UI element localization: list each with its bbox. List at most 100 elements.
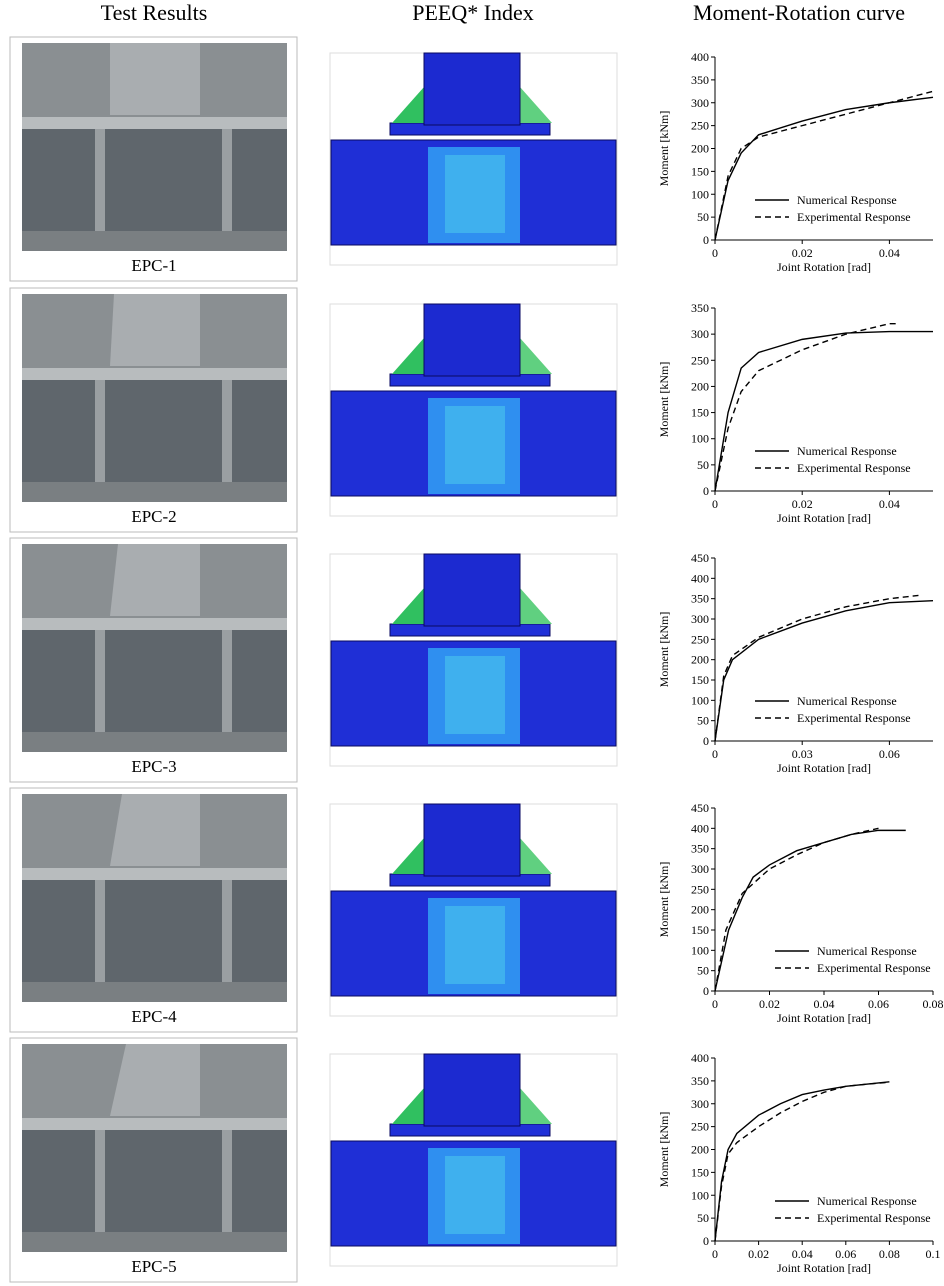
y-tick-label: 250: [691, 119, 709, 133]
x-axis-label: Joint Rotation [rad]: [777, 1261, 871, 1275]
photo-caption: EPC-4: [131, 1007, 177, 1026]
x-tick-label: 0.04: [879, 497, 900, 511]
photo: [22, 544, 287, 752]
column-header: PEEQ* Index: [412, 0, 534, 25]
photo: [22, 794, 287, 1002]
y-tick-label: 50: [697, 964, 709, 978]
y-tick-label: 200: [691, 379, 709, 393]
y-tick-label: 350: [691, 301, 709, 315]
fe-column: [424, 53, 520, 125]
y-tick-label: 0: [703, 484, 709, 498]
photo-column: [110, 43, 200, 115]
x-tick-label: 0.04: [814, 997, 835, 1011]
photo: [22, 294, 287, 502]
photo-plate: [22, 868, 287, 880]
legend-label: Experimental Response: [817, 961, 931, 975]
fe-model: [330, 554, 617, 766]
fe-panel-core: [445, 155, 505, 233]
y-tick-label: 150: [691, 1165, 709, 1179]
fe-column: [424, 804, 520, 876]
y-tick-label: 200: [691, 903, 709, 917]
legend-label: Numerical Response: [797, 694, 897, 708]
y-tick-label: 0: [703, 734, 709, 748]
column-header: Moment-Rotation curve: [693, 0, 905, 25]
photo-plate: [22, 618, 287, 630]
y-tick-label: 150: [691, 673, 709, 687]
y-tick-label: 400: [691, 821, 709, 835]
legend-label: Experimental Response: [797, 210, 911, 224]
x-tick-label: 0.03: [792, 747, 813, 761]
x-tick-label: 0.06: [879, 747, 900, 761]
y-tick-label: 100: [691, 187, 709, 201]
y-tick-label: 350: [691, 592, 709, 606]
photo-column: [110, 544, 200, 616]
x-tick-label: 0.02: [792, 497, 813, 511]
legend-label: Experimental Response: [817, 1211, 931, 1225]
photo-floor: [22, 732, 287, 752]
x-tick-label: 0: [712, 1247, 718, 1261]
y-axis-label: Moment [kNm]: [657, 1112, 671, 1188]
legend-label: Numerical Response: [797, 444, 897, 458]
y-axis-label: Moment [kNm]: [657, 862, 671, 938]
y-tick-label: 0: [703, 1234, 709, 1248]
fe-model: [330, 1054, 617, 1266]
x-tick-label: 0.1: [926, 1247, 941, 1261]
photo-caption: EPC-3: [131, 757, 176, 776]
x-tick-label: 0.06: [835, 1247, 856, 1261]
fe-model: [330, 804, 617, 1016]
x-tick-label: 0.08: [879, 1247, 900, 1261]
y-tick-label: 450: [691, 551, 709, 565]
y-tick-label: 0: [703, 984, 709, 998]
fe-panel-core: [445, 1156, 505, 1234]
y-tick-label: 100: [691, 1188, 709, 1202]
fe-model: [330, 53, 617, 265]
x-tick-label: 0.02: [759, 997, 780, 1011]
x-tick-label: 0.06: [868, 997, 889, 1011]
y-tick-label: 250: [691, 353, 709, 367]
y-tick-label: 300: [691, 327, 709, 341]
y-tick-label: 300: [691, 862, 709, 876]
y-tick-label: 50: [697, 210, 709, 224]
fe-panel-core: [445, 906, 505, 984]
y-tick-label: 350: [691, 842, 709, 856]
x-axis-label: Joint Rotation [rad]: [777, 761, 871, 775]
legend-label: Numerical Response: [817, 1194, 917, 1208]
legend-label: Experimental Response: [797, 461, 911, 475]
y-tick-label: 50: [697, 714, 709, 728]
y-tick-label: 200: [691, 142, 709, 156]
x-tick-label: 0: [712, 747, 718, 761]
photo-floor: [22, 231, 287, 251]
fe-panel-core: [445, 406, 505, 484]
y-tick-label: 250: [691, 1120, 709, 1134]
x-tick-label: 0: [712, 246, 718, 260]
x-tick-label: 0.08: [923, 997, 944, 1011]
photo: [22, 1044, 287, 1252]
photo-floor: [22, 982, 287, 1002]
y-tick-label: 150: [691, 923, 709, 937]
x-tick-label: 0: [712, 997, 718, 1011]
photo-caption: EPC-1: [131, 256, 176, 275]
y-axis-label: Moment [kNm]: [657, 612, 671, 688]
y-tick-label: 300: [691, 96, 709, 110]
y-tick-label: 350: [691, 73, 709, 87]
column-header: Test Results: [101, 0, 208, 25]
y-tick-label: 50: [697, 1211, 709, 1225]
x-tick-label: 0.02: [792, 246, 813, 260]
y-tick-label: 400: [691, 571, 709, 585]
x-tick-label: 0.02: [748, 1247, 769, 1261]
y-tick-label: 400: [691, 1051, 709, 1065]
x-tick-label: 0: [712, 497, 718, 511]
y-tick-label: 100: [691, 943, 709, 957]
photo-plate: [22, 117, 287, 129]
y-tick-label: 250: [691, 882, 709, 896]
y-tick-label: 250: [691, 632, 709, 646]
fe-model: [330, 304, 617, 516]
x-axis-label: Joint Rotation [rad]: [777, 260, 871, 274]
fe-column: [424, 554, 520, 626]
photo-floor: [22, 482, 287, 502]
y-axis-label: Moment [kNm]: [657, 111, 671, 187]
y-tick-label: 200: [691, 653, 709, 667]
y-tick-label: 100: [691, 432, 709, 446]
photo-plate: [22, 1118, 287, 1130]
fe-panel-core: [445, 656, 505, 734]
